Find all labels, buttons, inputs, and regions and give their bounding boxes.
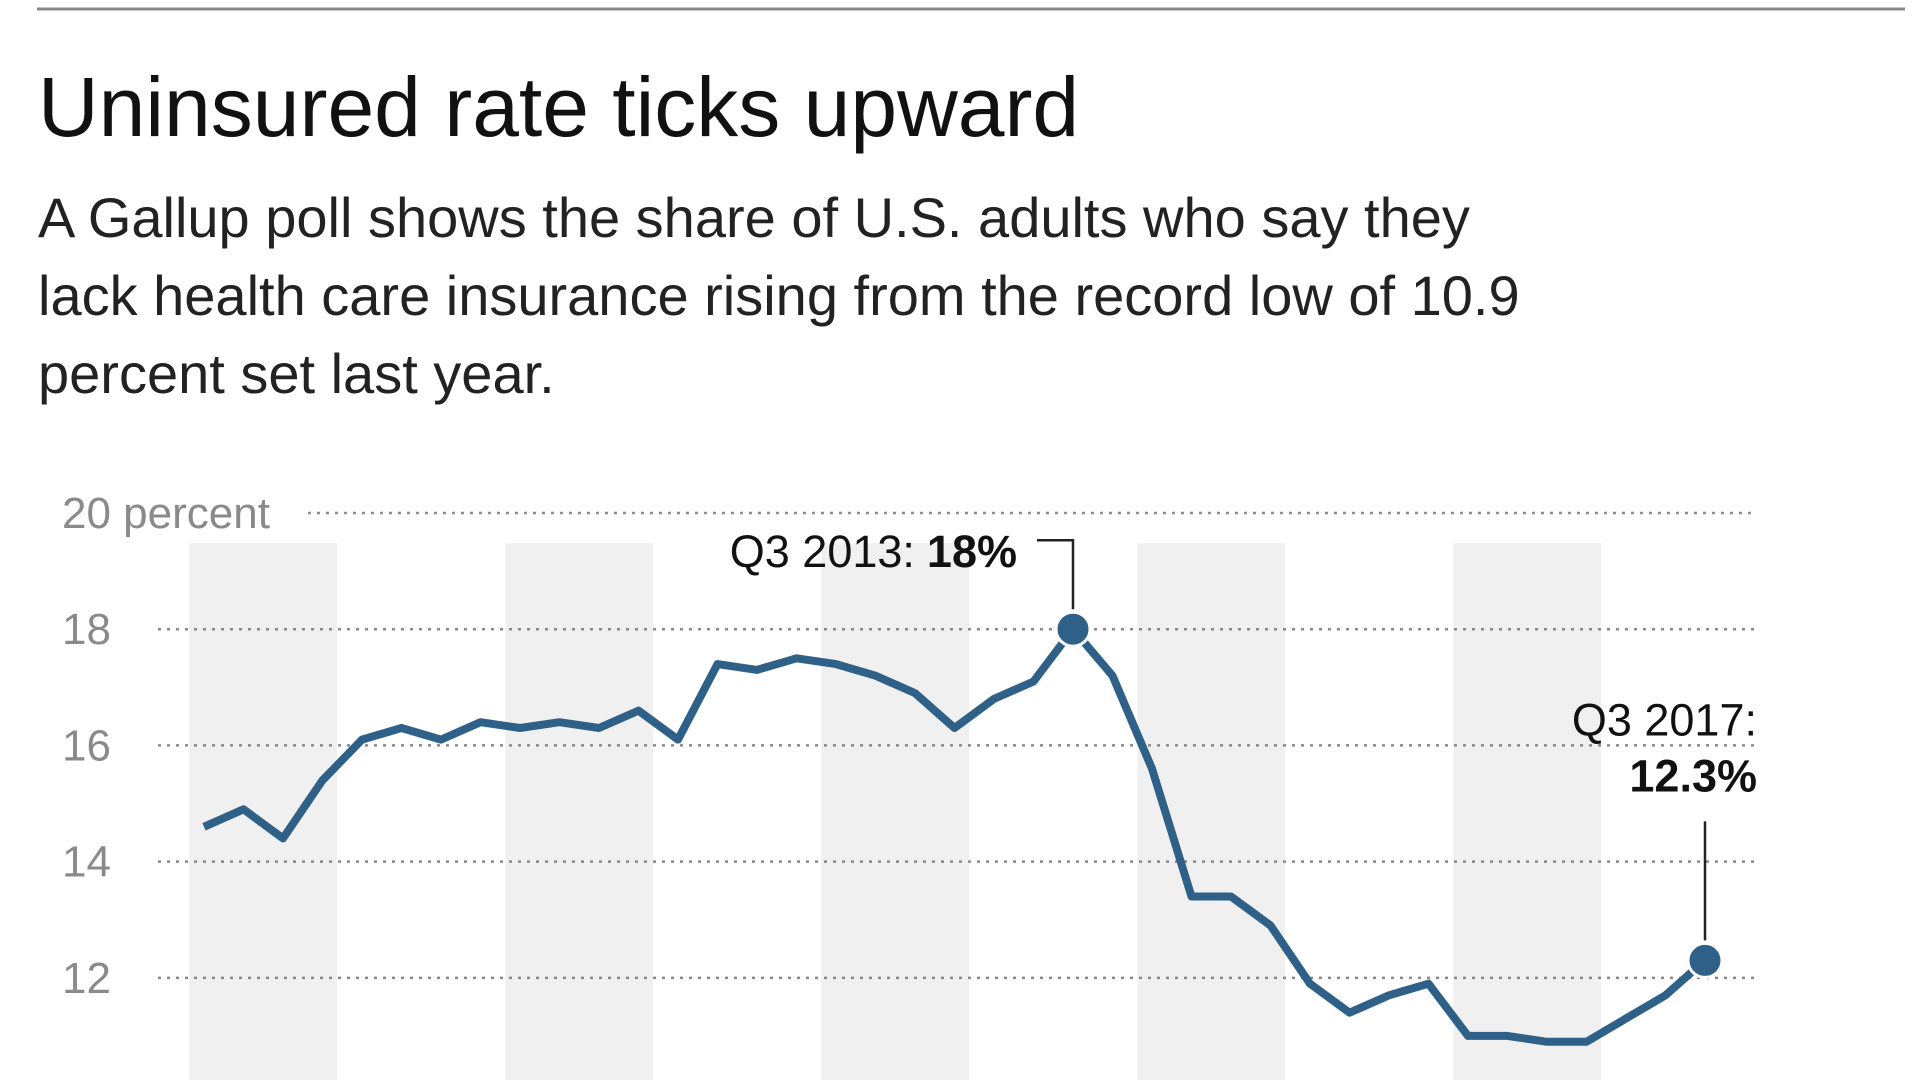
year-band — [505, 543, 654, 1080]
highlight-point — [1686, 941, 1724, 979]
annotation-label: Q3 2013: — [730, 526, 915, 577]
chart-subtitle: A Gallup poll shows the share of U.S. ad… — [38, 186, 1470, 249]
annotation: Q3 2013: 18% — [730, 526, 1017, 577]
data-line — [202, 625, 1708, 1046]
annotation-value: 12.3% — [1629, 750, 1757, 801]
annotation-value: 18% — [927, 526, 1017, 577]
y-tick-label: 16 — [62, 721, 111, 770]
y-tick-label: 12 — [62, 954, 111, 1003]
chart-subtitle: lack health care insurance rising from t… — [38, 264, 1520, 327]
plot-area: 20 percent 18 16 14 12 Q3 2013: 18% Q3 2017:12.… — [62, 489, 1757, 1080]
y-tick-label: 14 — [62, 838, 111, 887]
year-band — [1453, 543, 1602, 1080]
chart-subtitle: percent set last year. — [38, 342, 555, 405]
highlight-point — [1054, 610, 1092, 648]
year-band — [1137, 543, 1286, 1080]
y-tick-label: 20 percent — [62, 489, 270, 538]
annotation-label: Q3 2017: — [1572, 694, 1757, 745]
year-band — [821, 543, 970, 1080]
year-band — [189, 543, 338, 1080]
chart-title: Uninsured rate ticks upward — [38, 60, 1079, 154]
y-tick-label: 18 — [62, 605, 111, 654]
leader-line — [1037, 538, 1075, 610]
